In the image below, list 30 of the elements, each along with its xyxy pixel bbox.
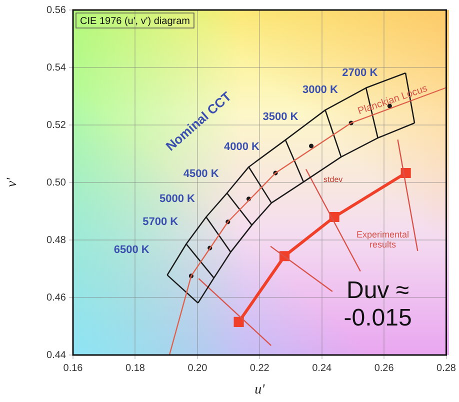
x-tick-label: 0.22 — [250, 362, 270, 374]
y-tick-label: 0.46 — [46, 292, 66, 304]
y-tick-label: 0.48 — [46, 234, 66, 246]
y-tick-label: 0.54 — [46, 62, 66, 74]
annotation: 5700 K — [142, 216, 178, 228]
x-tick-label: 0.16 — [63, 362, 84, 374]
text: CIE 1976 (u', v') diagram — [80, 16, 190, 27]
y-tick-label: 0.44 — [46, 350, 66, 361]
x-tick-label: 0.26 — [374, 362, 394, 374]
x-axis-title: u' — [254, 382, 266, 398]
y-axis-title: v' — [5, 176, 20, 188]
annotation: Experimental results — [356, 229, 409, 250]
annotation: 3000 K — [302, 84, 338, 96]
annotation: 5000 K — [159, 193, 196, 206]
annotation: 4500 K — [183, 168, 219, 180]
annotation: stdev — [324, 175, 343, 184]
annotation: 2700 K — [342, 67, 378, 80]
x-tick-label: 0.20 — [188, 362, 208, 374]
x-tick-label: 0.24 — [312, 362, 332, 374]
annotation: 4000 K — [224, 141, 260, 154]
point — [234, 316, 244, 327]
x-tick-label: 0.28 — [436, 362, 456, 374]
annotation: 3500 K — [262, 111, 298, 124]
annotation: 6500 K — [114, 244, 150, 256]
annotation: Duv ≈ -0.015 — [344, 276, 412, 332]
y-tick-label: 0.56 — [46, 4, 66, 16]
y-tick-label: 0.52 — [46, 120, 66, 131]
y-tick-label: 0.50 — [46, 177, 66, 188]
point — [308, 144, 314, 148]
x-tick-label: 0.18 — [125, 362, 146, 374]
